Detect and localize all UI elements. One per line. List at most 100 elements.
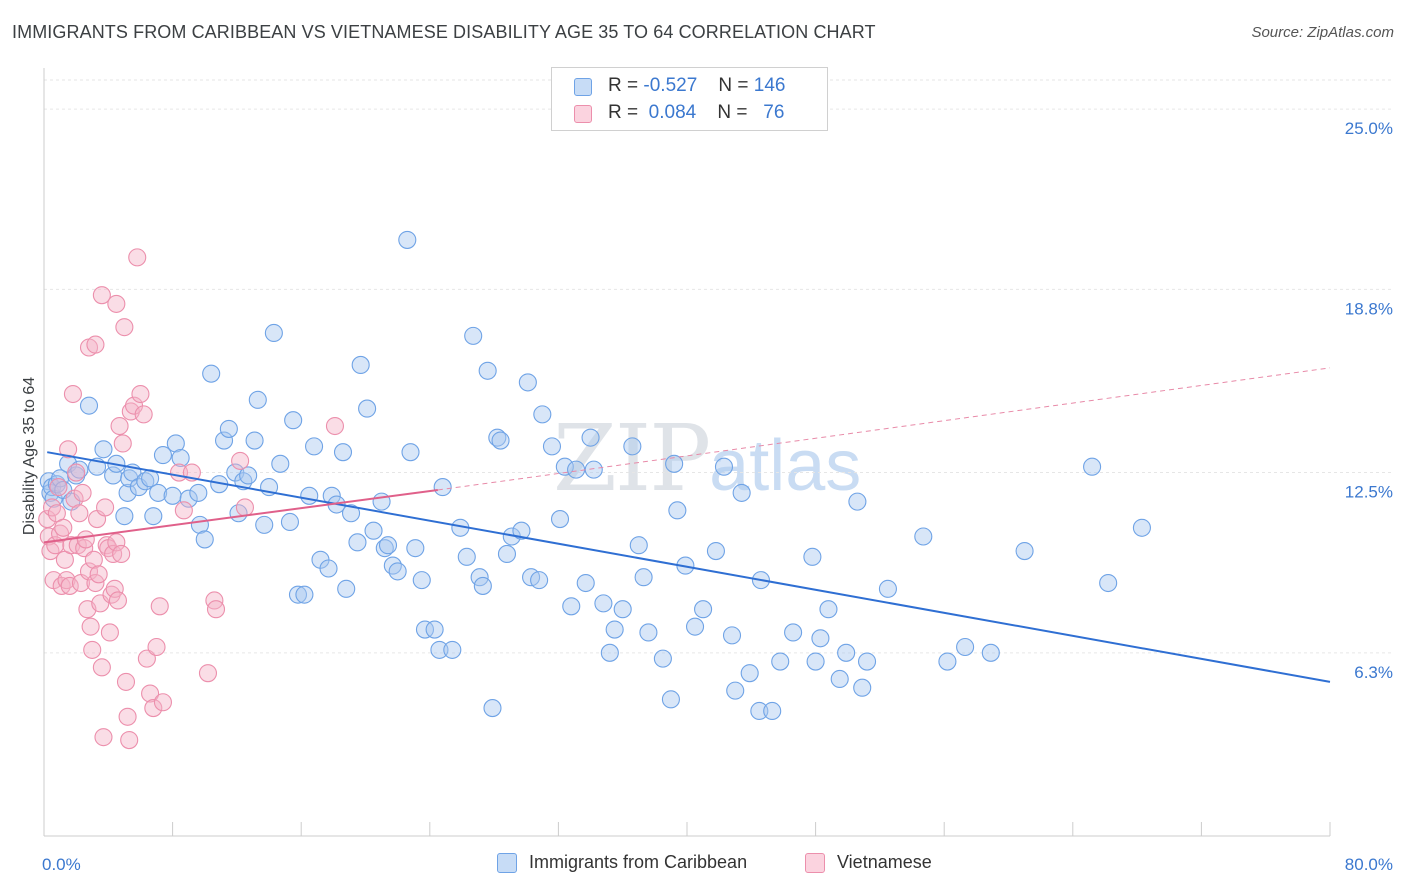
data-point bbox=[70, 460, 89, 479]
data-point bbox=[112, 544, 131, 564]
data-point bbox=[533, 405, 552, 424]
data-point bbox=[214, 431, 234, 450]
stats-legend: R = -0.527 N = 146 R = 0.084 N = 76 bbox=[551, 67, 828, 131]
data-point bbox=[811, 629, 830, 648]
data-point bbox=[150, 597, 169, 616]
data-point bbox=[584, 460, 603, 479]
legend-n-label: N = bbox=[718, 75, 749, 96]
data-point bbox=[706, 541, 725, 561]
bottom-legend-label-vietnamese: Vietnamese bbox=[837, 852, 932, 872]
data-point bbox=[108, 591, 127, 610]
y-tick-label: 6.3% bbox=[1354, 663, 1393, 682]
legend-text-caribbean: R = -0.527 N = 146 bbox=[608, 75, 785, 97]
data-point bbox=[726, 681, 745, 700]
data-point bbox=[141, 684, 160, 703]
data-point bbox=[878, 579, 897, 598]
data-point bbox=[149, 483, 168, 502]
data-point bbox=[118, 483, 137, 502]
series-caribbean-points bbox=[39, 230, 1151, 721]
data-point bbox=[231, 451, 250, 470]
data-point bbox=[714, 457, 734, 476]
legend-n-label: N = bbox=[717, 102, 748, 123]
data-point bbox=[234, 472, 253, 491]
x-tick-label-max: 80.0% bbox=[1345, 855, 1393, 874]
data-point bbox=[351, 355, 370, 375]
data-point bbox=[86, 335, 105, 354]
data-point bbox=[784, 623, 803, 642]
data-point bbox=[567, 460, 586, 479]
data-point bbox=[163, 486, 182, 505]
data-point bbox=[248, 390, 267, 409]
x-axis-ticks bbox=[43, 822, 1331, 836]
data-point bbox=[1015, 541, 1034, 561]
source-label[interactable]: Source: ZipAtlas.com bbox=[1251, 24, 1394, 41]
data-point bbox=[629, 536, 648, 555]
data-point bbox=[57, 571, 76, 590]
data-point bbox=[388, 562, 407, 581]
data-point bbox=[67, 463, 86, 482]
data-point bbox=[576, 573, 595, 593]
data-point bbox=[280, 512, 299, 532]
data-point bbox=[107, 533, 126, 552]
data-point bbox=[115, 507, 134, 526]
data-point bbox=[73, 483, 92, 502]
data-point bbox=[59, 440, 78, 459]
data-point bbox=[136, 472, 155, 491]
data-point bbox=[358, 399, 377, 418]
data-point bbox=[83, 640, 102, 659]
series-vietnamese-points bbox=[38, 248, 345, 750]
data-point bbox=[406, 539, 425, 558]
bottom-legend-swatch-caribbean bbox=[497, 853, 517, 873]
data-point bbox=[333, 443, 353, 462]
data-point bbox=[116, 672, 136, 691]
data-point bbox=[425, 620, 444, 639]
data-point bbox=[79, 396, 99, 415]
data-point bbox=[105, 579, 124, 598]
legend-r-label: R = bbox=[608, 75, 639, 96]
data-point bbox=[137, 649, 156, 668]
data-point bbox=[255, 515, 274, 534]
data-point bbox=[412, 571, 431, 590]
data-point bbox=[271, 454, 290, 473]
data-point bbox=[348, 533, 367, 552]
data-point bbox=[107, 294, 126, 313]
data-point bbox=[981, 643, 1000, 662]
data-point bbox=[383, 556, 402, 575]
data-point bbox=[264, 323, 283, 343]
data-point bbox=[131, 384, 150, 404]
data-point bbox=[144, 699, 163, 718]
trend-line-vietnamese bbox=[43, 488, 438, 544]
data-point bbox=[235, 498, 254, 517]
data-point bbox=[134, 405, 153, 424]
data-point bbox=[341, 504, 361, 523]
data-point bbox=[512, 521, 531, 540]
x-tick-label-min: 0.0% bbox=[42, 855, 81, 874]
data-point bbox=[1099, 573, 1118, 593]
data-point bbox=[51, 524, 70, 543]
data-point bbox=[245, 431, 264, 450]
bottom-legend-label-caribbean: Immigrants from Caribbean bbox=[529, 852, 748, 872]
gridlines bbox=[44, 79, 1393, 654]
data-point bbox=[189, 483, 208, 502]
data-point bbox=[594, 594, 613, 613]
data-point bbox=[763, 701, 782, 721]
data-point bbox=[239, 466, 258, 485]
data-point bbox=[325, 416, 345, 436]
data-point bbox=[120, 730, 139, 750]
data-point bbox=[54, 518, 73, 537]
data-point bbox=[295, 585, 314, 604]
data-point bbox=[661, 690, 680, 709]
data-point bbox=[857, 652, 877, 671]
trend-line-vietnamese-extension bbox=[437, 367, 1331, 491]
legend-r-value: 0.084 bbox=[648, 102, 697, 123]
data-point bbox=[147, 637, 166, 657]
legend-n-value: 76 bbox=[763, 102, 785, 123]
y-axis-label: Disability Age 35 to 64 bbox=[21, 377, 38, 535]
data-point bbox=[600, 643, 619, 662]
data-point bbox=[613, 600, 632, 619]
data-point bbox=[89, 565, 108, 584]
data-point bbox=[337, 579, 356, 598]
data-point bbox=[433, 478, 452, 497]
data-point bbox=[491, 431, 510, 450]
